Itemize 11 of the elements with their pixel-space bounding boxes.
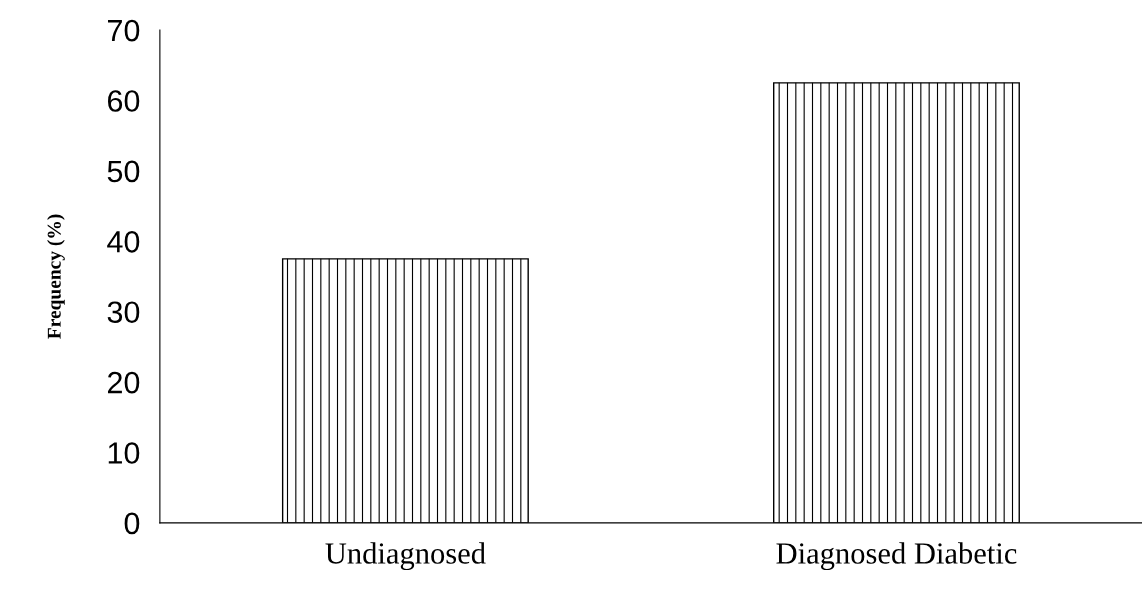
x-tick-label: Diagnosed Diabetic — [776, 542, 1017, 571]
y-tick-label: 30 — [107, 301, 140, 324]
x-tick-label: Undiagnosed — [325, 542, 486, 571]
y-tick-label: 60 — [108, 90, 140, 112]
y-axis-title: Frequency (%) — [47, 214, 65, 339]
y-tick-label: 20 — [107, 371, 140, 394]
y-tick-label: 50 — [107, 160, 140, 183]
y-tick-label: 10 — [108, 442, 140, 464]
y-tick-label: 0 — [124, 512, 140, 535]
y-tick-label: 40 — [107, 230, 140, 253]
y-tick-label: 70 — [108, 19, 140, 42]
